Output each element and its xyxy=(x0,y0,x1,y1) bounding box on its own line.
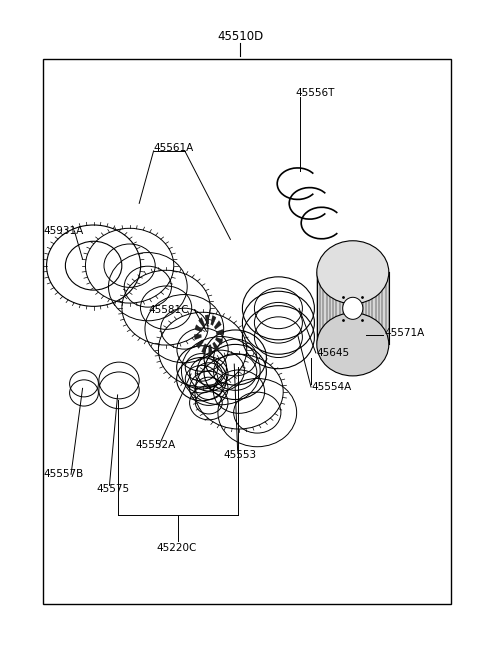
Polygon shape xyxy=(194,335,202,340)
Bar xyxy=(43,59,451,604)
Text: 45556T: 45556T xyxy=(295,88,335,98)
Text: 45510D: 45510D xyxy=(217,30,263,43)
Polygon shape xyxy=(216,337,223,344)
Text: 45552A: 45552A xyxy=(135,440,176,450)
Polygon shape xyxy=(214,321,221,329)
Polygon shape xyxy=(199,318,205,327)
Text: 45557B: 45557B xyxy=(43,469,84,480)
Text: 45575: 45575 xyxy=(96,484,129,495)
Bar xyxy=(317,272,389,344)
Text: 45931A: 45931A xyxy=(43,226,84,236)
Text: 45220C: 45220C xyxy=(156,543,197,553)
Ellipse shape xyxy=(343,297,363,319)
Polygon shape xyxy=(209,344,213,354)
Polygon shape xyxy=(213,342,219,352)
Polygon shape xyxy=(202,344,207,354)
Text: 45571A: 45571A xyxy=(384,327,424,338)
Polygon shape xyxy=(216,329,223,335)
Text: 45554A: 45554A xyxy=(311,382,351,392)
Polygon shape xyxy=(211,316,216,325)
Polygon shape xyxy=(205,315,209,325)
Polygon shape xyxy=(195,325,202,332)
Text: 45553: 45553 xyxy=(223,449,256,460)
Ellipse shape xyxy=(317,241,389,304)
Polygon shape xyxy=(196,340,204,348)
Ellipse shape xyxy=(317,313,389,376)
Text: 45561A: 45561A xyxy=(154,142,194,153)
Text: 45581C: 45581C xyxy=(149,304,189,315)
Text: 45645: 45645 xyxy=(317,348,350,358)
